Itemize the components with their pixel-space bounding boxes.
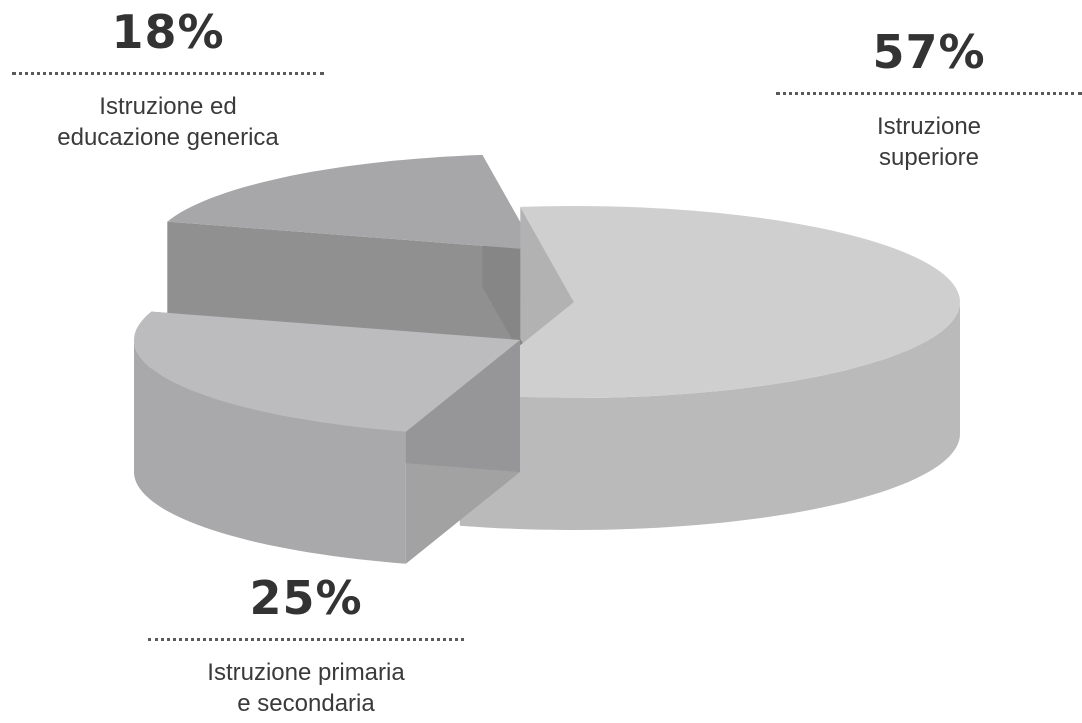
- slice-percent-primaria: 25%: [249, 571, 363, 625]
- slice-label-superiore-line1: Istruzione: [876, 113, 982, 140]
- pie-slice-outer-wall: [459, 302, 960, 530]
- dotted-divider: [776, 92, 1082, 95]
- pie-slice-top: [459, 206, 960, 398]
- slice-label-superiore-line2: superiore: [878, 144, 980, 171]
- slice-label-primaria-line2: e secondaria: [237, 690, 375, 717]
- callout-primaria: 25% Istruzione primaria e secondaria: [148, 572, 464, 719]
- dotted-divider: [12, 72, 324, 75]
- pie-slice-top: [167, 154, 537, 250]
- callout-superiore: 57% Istruzione superiore: [776, 26, 1082, 173]
- slice-label-generica-line2: educazione generica: [57, 124, 279, 151]
- slice-label-primaria-line1: Istruzione primaria: [207, 659, 405, 686]
- pie-slice-outer-wall: [134, 340, 406, 564]
- slice-percent-superiore: 57%: [872, 25, 986, 79]
- callout-generica: 18% Istruzione ed educazione generica: [8, 6, 328, 153]
- slice-percent-generica: 18%: [111, 5, 225, 59]
- pie-slice-top: [134, 311, 520, 432]
- slice-label-generica-line1: Istruzione ed: [99, 93, 237, 120]
- dotted-divider: [148, 638, 464, 641]
- pie-slices: [134, 154, 960, 564]
